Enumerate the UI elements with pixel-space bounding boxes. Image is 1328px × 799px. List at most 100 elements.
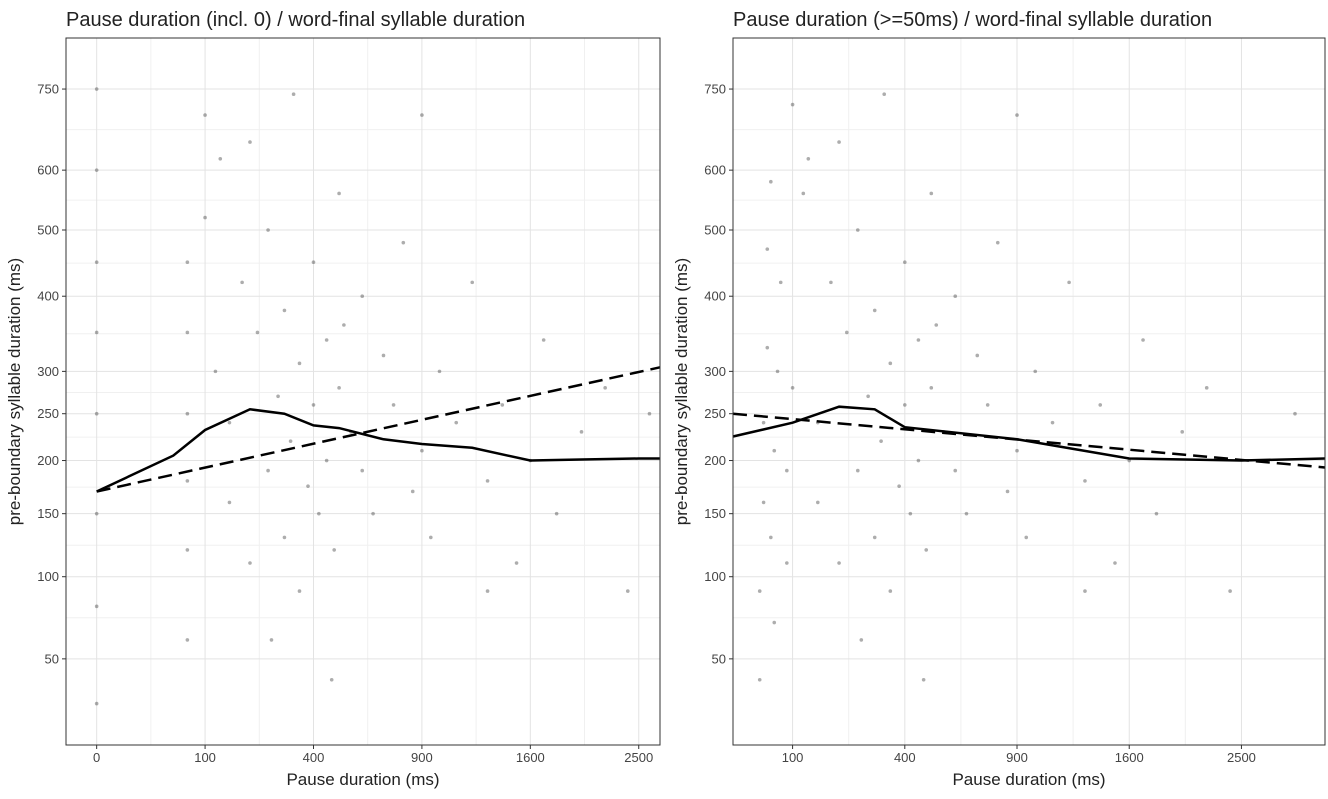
point — [816, 500, 820, 505]
point — [410, 489, 415, 494]
point — [1024, 535, 1029, 540]
point — [381, 353, 386, 358]
point — [337, 386, 341, 390]
point — [872, 308, 877, 313]
point — [855, 228, 860, 232]
point — [94, 260, 99, 264]
x-tick-label: 1600 — [516, 750, 545, 765]
point — [94, 511, 99, 516]
point — [276, 394, 280, 399]
point — [1154, 511, 1159, 516]
point — [185, 260, 190, 264]
x-axis-label: Pause duration (ms) — [952, 770, 1105, 789]
point — [420, 448, 424, 453]
y-tick-label: 600 — [704, 163, 726, 178]
y-tick-label: 100 — [37, 569, 59, 584]
point — [485, 479, 490, 483]
point — [1015, 113, 1019, 117]
x-tick-label: 100 — [194, 750, 216, 765]
point — [185, 411, 190, 416]
point — [790, 102, 795, 107]
point — [282, 535, 287, 540]
point — [1015, 448, 1019, 453]
point — [761, 420, 766, 425]
point — [94, 701, 99, 706]
x-tick-label: 100 — [782, 750, 804, 765]
point — [248, 140, 252, 144]
point — [806, 156, 811, 161]
point — [454, 420, 459, 425]
point — [218, 156, 223, 161]
point — [908, 511, 913, 516]
point — [879, 439, 883, 443]
point — [929, 386, 934, 390]
point — [785, 561, 789, 565]
point — [500, 403, 505, 407]
y-tick-label: 200 — [37, 453, 59, 468]
plot-border — [65, 37, 661, 746]
point — [916, 458, 921, 463]
y-tick-label: 750 — [704, 82, 726, 97]
point — [778, 280, 783, 285]
y-axis-label: pre-boundary syllable duration (ms) — [672, 258, 691, 525]
point — [790, 386, 795, 390]
x-tick-label: 900 — [411, 750, 433, 765]
point — [297, 589, 302, 593]
point — [391, 403, 396, 407]
point — [337, 191, 341, 196]
point — [975, 353, 980, 358]
point — [311, 403, 316, 407]
point — [1228, 589, 1232, 593]
x-tick-label: 400 — [894, 750, 916, 765]
point — [291, 92, 296, 96]
point — [227, 420, 232, 425]
point — [785, 468, 789, 473]
point — [248, 561, 252, 565]
x-axis-label: Pause duration (ms) — [286, 770, 439, 789]
y-tick-label: 300 — [37, 364, 59, 379]
point — [855, 468, 860, 473]
point — [769, 179, 773, 184]
point — [185, 548, 190, 552]
linear-line — [96, 366, 661, 493]
point — [203, 215, 207, 220]
point — [1293, 411, 1297, 416]
point — [888, 589, 893, 593]
point — [485, 589, 490, 593]
point — [266, 228, 270, 232]
point — [769, 535, 773, 540]
point — [1005, 489, 1010, 494]
point — [845, 330, 849, 335]
point — [625, 589, 630, 593]
y-tick-label: 400 — [37, 289, 59, 304]
point — [371, 511, 375, 516]
point — [882, 92, 887, 96]
point — [995, 240, 1000, 245]
point — [921, 677, 926, 682]
point — [1033, 369, 1038, 374]
point — [360, 294, 365, 299]
smooth-line — [96, 408, 660, 493]
point — [1141, 338, 1145, 342]
y-tick-label: 750 — [37, 82, 59, 97]
x-tick-label: 2500 — [624, 750, 653, 765]
point — [916, 338, 921, 342]
y-tick-label: 500 — [704, 223, 726, 238]
y-tick-label: 100 — [704, 569, 726, 584]
x-tick-label: 900 — [1006, 750, 1028, 765]
point — [1204, 386, 1209, 390]
point — [1083, 589, 1087, 593]
point — [837, 561, 841, 565]
point — [953, 468, 958, 473]
point — [437, 369, 442, 374]
y-tick-label: 200 — [704, 453, 726, 468]
point — [470, 280, 475, 285]
point — [953, 294, 958, 299]
point — [185, 638, 190, 642]
point — [829, 280, 833, 285]
point — [185, 330, 190, 335]
point — [772, 448, 777, 453]
point — [1098, 403, 1103, 407]
point — [317, 511, 321, 516]
